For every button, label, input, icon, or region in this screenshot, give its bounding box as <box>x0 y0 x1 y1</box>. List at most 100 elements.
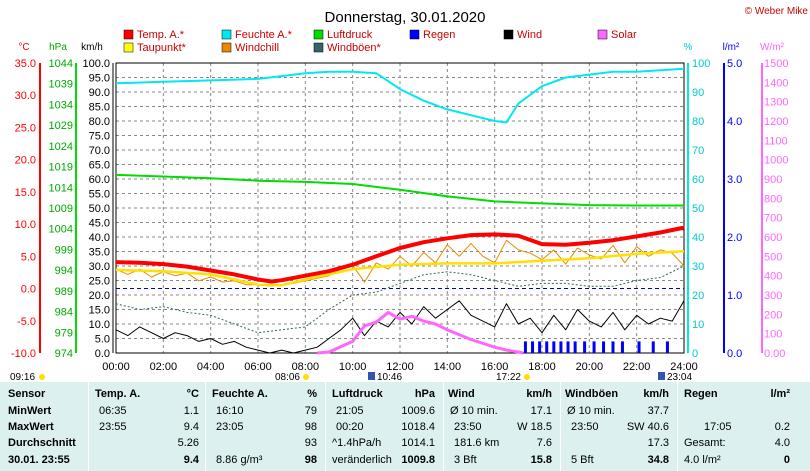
pressure-tick-0: 1044 <box>49 58 73 70</box>
legend-swatch-2 <box>313 29 324 40</box>
rain-bar-12 <box>620 341 624 353</box>
rain-current-value: 0 <box>783 454 790 466</box>
x-tick-0: 00:00 <box>102 361 130 373</box>
chart-plot-area <box>115 67 685 355</box>
max-label: MaxWert <box>8 421 54 433</box>
temp-tick-6: 5.0 <box>21 251 36 263</box>
solar-tick-6: 900 <box>764 174 782 186</box>
gusts-unit: km/h <box>643 388 669 400</box>
humidity-avg-value: 93 <box>304 437 317 449</box>
temp-min-time: 06:35 <box>99 405 127 417</box>
wind-tick-4: 80.0 <box>89 116 110 128</box>
rain-tick-0: 5.0 <box>727 58 742 70</box>
rain-last-value: 0.2 <box>774 421 790 433</box>
wind-tick-3: 85.0 <box>89 102 110 114</box>
rain-bar-9 <box>592 341 596 353</box>
legend-label-0: Temp. A.* <box>137 29 185 41</box>
temp-current-value: 9.4 <box>183 454 199 466</box>
temp-tick-9: -10.0 <box>11 348 36 360</box>
gusts-max-time: 23:50 <box>571 421 599 433</box>
temp-column: Temp. A. °C 06:35 1.1 23:55 9.4 5.26 9.4 <box>89 382 205 471</box>
humidity-header: Feuchte A. <box>212 388 268 400</box>
rain-unit: l/m² <box>770 388 790 400</box>
wind-tick-6: 70.0 <box>89 145 110 157</box>
wind-tick-14: 30.0 <box>89 261 110 273</box>
solar-tick-13: 200 <box>764 309 782 321</box>
wind-tick-5: 75.0 <box>89 131 110 143</box>
sun-icon-a <box>303 374 309 380</box>
gusts-daily-avg: 17.3 <box>647 437 669 449</box>
sun-icon-c <box>524 374 530 380</box>
current-label: 30.01. 23:55 <box>8 454 70 466</box>
temp-tick-2: 25.0 <box>15 122 36 134</box>
rain-bar-5 <box>559 341 563 353</box>
rain-total-value: 4.0 <box>774 437 790 449</box>
legend-label-7: Windchill <box>235 42 279 54</box>
legend-swatch-7 <box>221 42 232 53</box>
legend-swatch-6 <box>123 42 134 53</box>
legend-label-3: Regen <box>423 29 455 41</box>
solar-tick-7: 800 <box>764 193 782 205</box>
rain-bar-0 <box>523 341 527 353</box>
rain-bar-1 <box>531 341 535 353</box>
humidity-min-time: 16:10 <box>216 405 244 417</box>
gusts-current-value: 34.8 <box>647 454 669 466</box>
pressure-header: Luftdruck <box>332 388 383 400</box>
wind-tick-18: 10.0 <box>89 319 110 331</box>
marker-d: 23:04 <box>667 372 692 382</box>
rain-tick-4: 1.0 <box>727 290 742 302</box>
legend-label-5: Solar <box>611 29 637 41</box>
humidity-tick-3: 70 <box>692 145 704 157</box>
wind-max-value: W 18.5 <box>517 421 552 433</box>
solar-tick-9: 600 <box>764 232 782 244</box>
time-markers: 09:16 08:06 10:46 17:22 23:04 <box>10 372 692 382</box>
humidity-absolute: 8.86 g/m³ <box>216 454 263 466</box>
humidity-current-value: 98 <box>304 454 317 466</box>
temp-header: Temp. A. <box>95 388 141 400</box>
x-tick-7: 14:00 <box>434 361 462 373</box>
series-wind <box>115 300 685 354</box>
pressure-tick-14: 974 <box>55 348 73 360</box>
series-windchill <box>115 239 685 287</box>
humidity-tick-10: 0 <box>692 348 698 360</box>
legend: Temp. A.* Feuchte A.* Luftdruck Regen Wind So… <box>123 29 637 54</box>
gusts-avg-label: Ø 10 min. <box>567 405 615 417</box>
x-tick-4: 08:00 <box>292 361 320 373</box>
weather-chart: Donnerstag, 30.01.2020 © Weber Mike Temp… <box>10 6 809 382</box>
wind-tick-20: 0.0 <box>95 348 110 360</box>
rain-bar-13 <box>637 341 641 353</box>
sun-icon-sunrise <box>39 374 45 380</box>
pressure-min-value: 1009.6 <box>401 405 435 417</box>
legend-swatch-5 <box>597 29 608 40</box>
x-tick-5: 10:00 <box>339 361 367 373</box>
legend-label-1: Feuchte A.* <box>235 29 293 41</box>
x-tick-1: 02:00 <box>150 361 178 373</box>
plot-frame <box>115 62 685 354</box>
credit-label: © Weber Mike <box>745 6 809 17</box>
moon-icon-b <box>368 372 375 380</box>
wind-tick-15: 25.0 <box>89 276 110 288</box>
rain-bar-4 <box>552 341 556 353</box>
humidity-tick-1: 90 <box>692 87 704 99</box>
marker-c: 17:22 <box>496 372 521 382</box>
moon-icon-d <box>658 372 665 380</box>
pressure-avg-value: 1014.1 <box>401 437 435 449</box>
rain-bar-10 <box>602 341 606 353</box>
x-tick-6: 12:00 <box>386 361 414 373</box>
rain-header: Regen <box>684 388 718 400</box>
wind-tick-9: 55.0 <box>89 189 110 201</box>
wind-tick-19: 5.0 <box>95 334 110 346</box>
solar-tick-14: 100 <box>764 329 782 341</box>
solar-tick-5: 1000 <box>764 155 788 167</box>
temp-max-time: 23:55 <box>99 421 127 433</box>
rain-bar-14 <box>651 341 655 353</box>
humidity-max-time: 23:05 <box>216 421 244 433</box>
wind-unit-label: km/h <box>81 42 103 53</box>
wind-tick-16: 20.0 <box>89 290 110 302</box>
wind-current-value: 15.8 <box>530 454 552 466</box>
pressure-tick-9: 999 <box>55 244 73 256</box>
gusts-beaufort: 5 Bft <box>571 454 594 466</box>
gusts-header: Windböen <box>565 388 619 400</box>
pressure-tick-13: 979 <box>55 327 73 339</box>
temp-tick-3: 20.0 <box>15 155 36 167</box>
